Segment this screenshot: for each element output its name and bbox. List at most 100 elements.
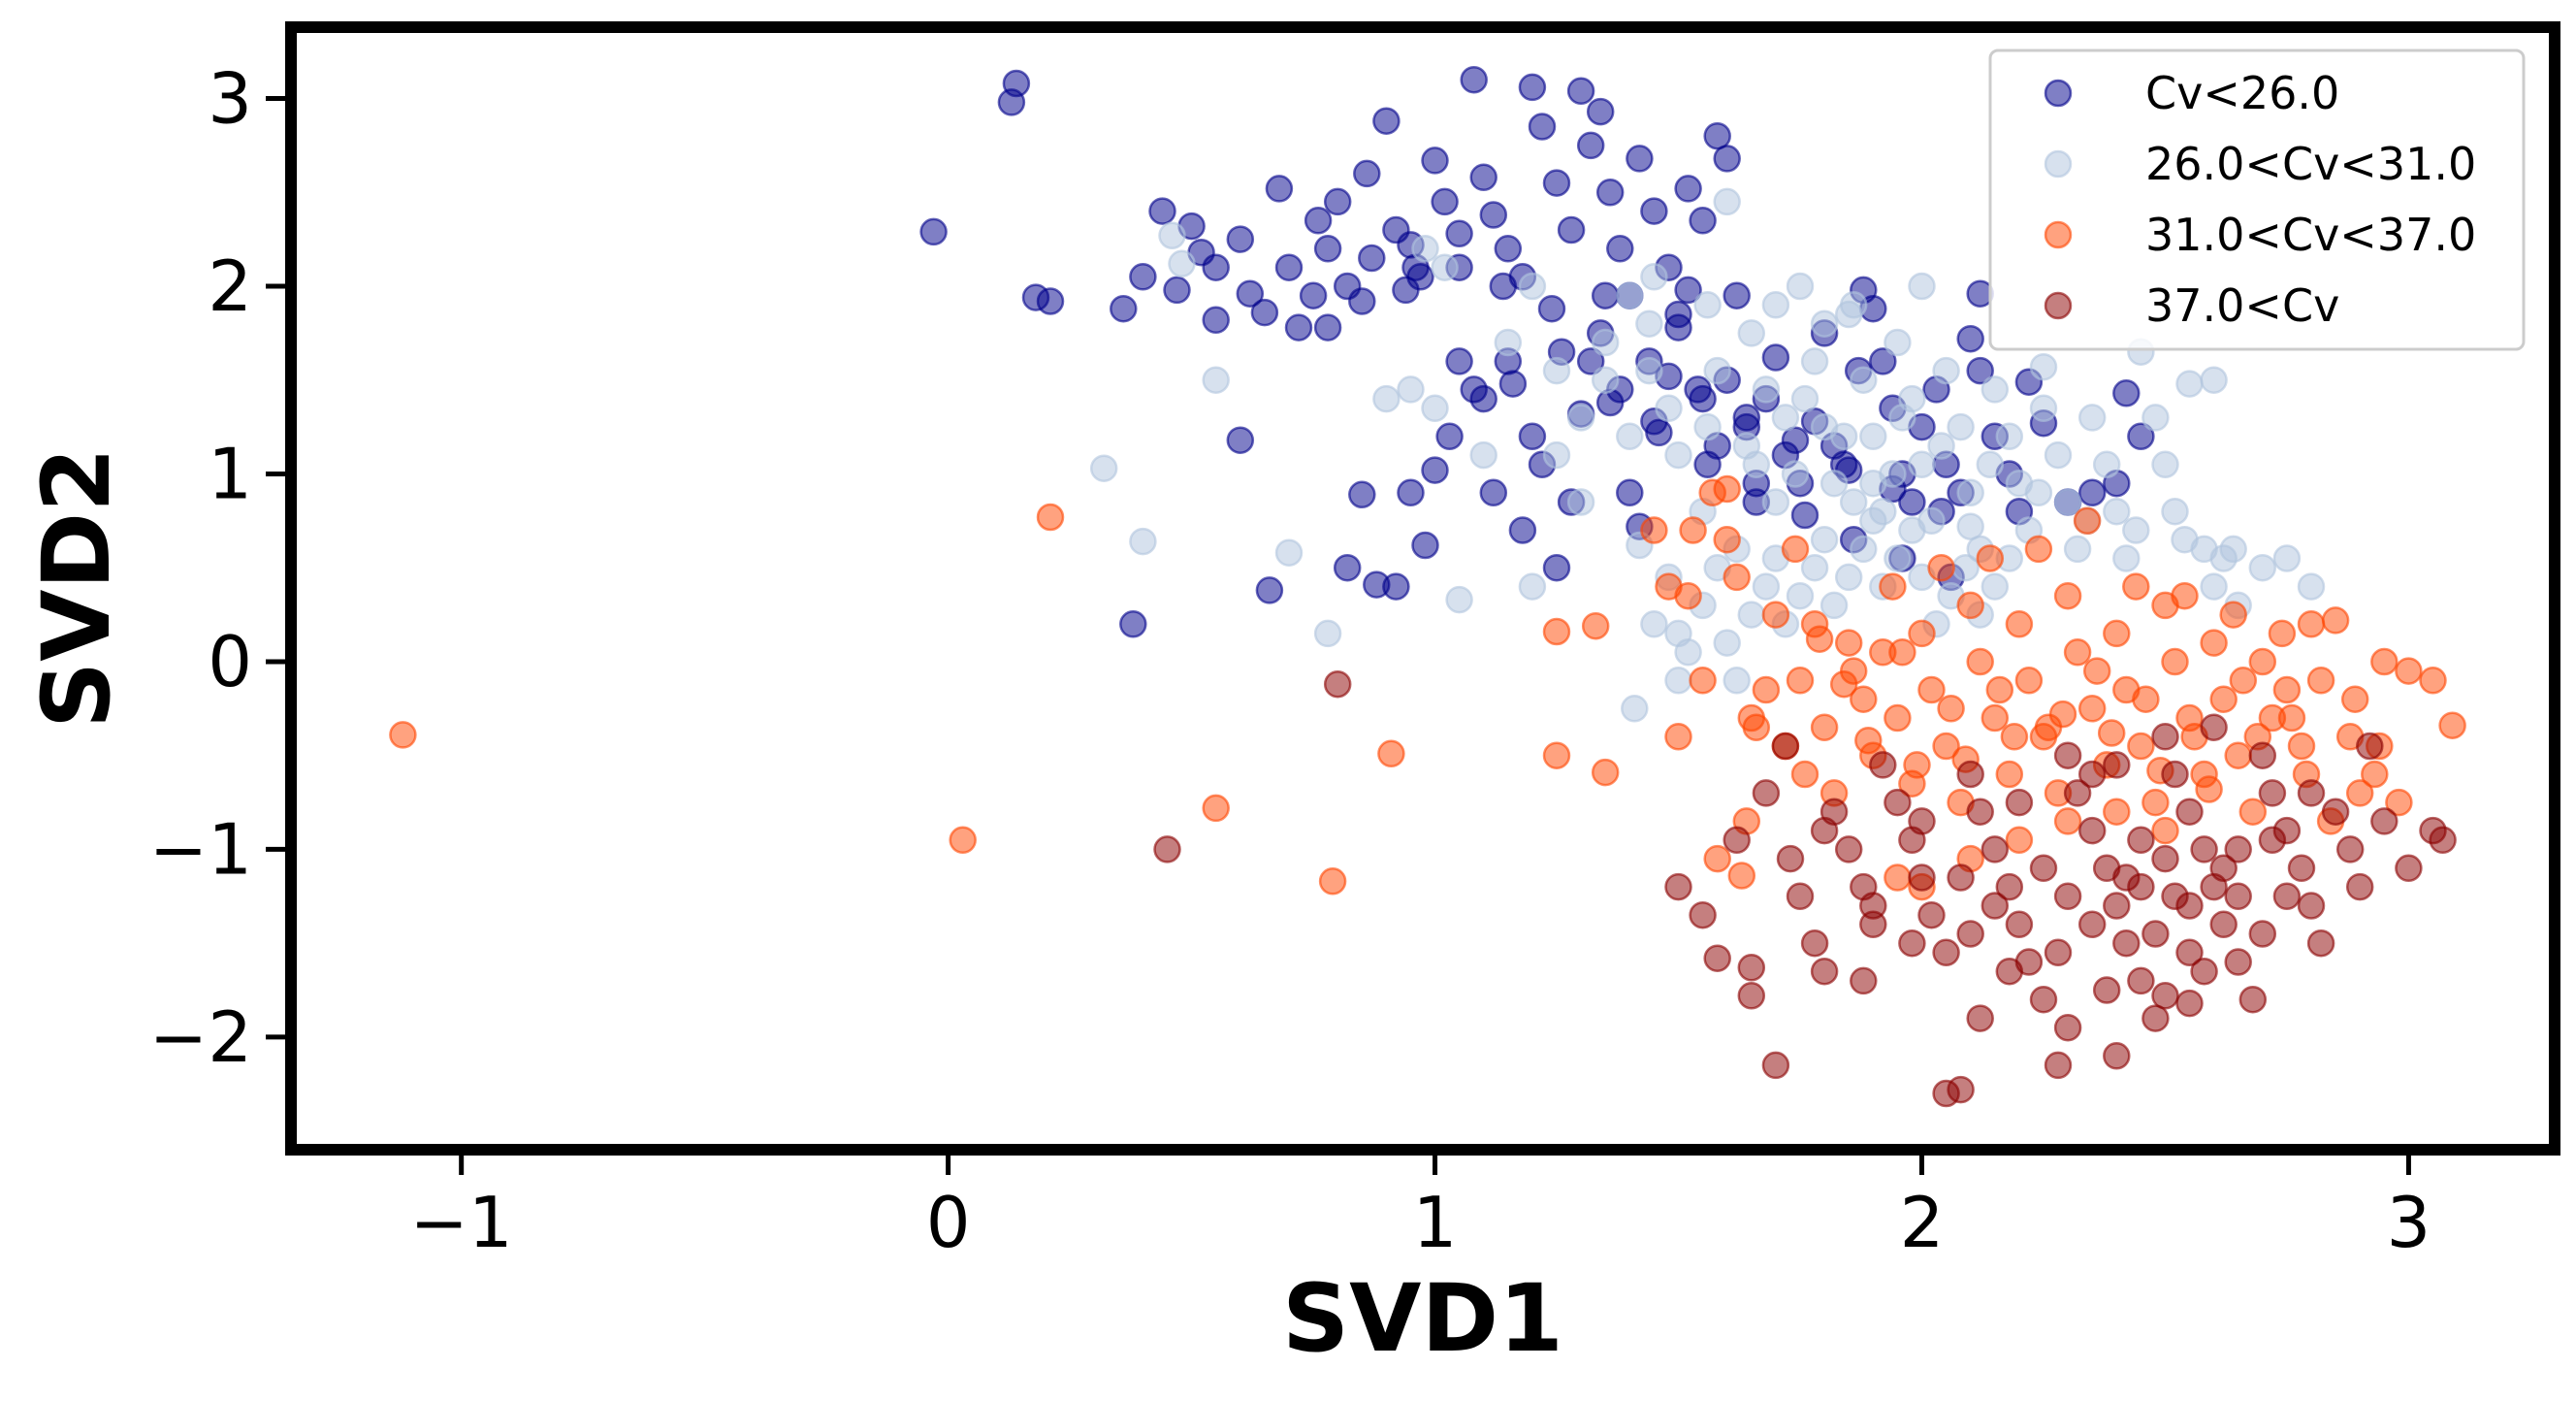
ticks-layer: −1 0 1 2 3 −2 −1 0 1 2 3 [149, 58, 2431, 1263]
data-point [2219, 535, 2247, 564]
data-point [1956, 324, 1984, 353]
data-point [1956, 920, 1984, 948]
data-point [1947, 412, 1975, 441]
data-point [2024, 478, 2053, 507]
data-point [2190, 835, 2218, 863]
data-point [1703, 356, 1731, 385]
data-point [2073, 506, 2102, 536]
x-axis-title: SVD1 [1282, 1264, 1563, 1373]
data-point [2141, 788, 2170, 817]
data-point [1679, 516, 1707, 544]
data-point [1693, 450, 1722, 479]
data-point [2029, 854, 2058, 883]
x-tick-label: 2 [1900, 1182, 1945, 1263]
data-point [1435, 422, 1464, 451]
data-point [1908, 863, 1936, 892]
data-point [1581, 611, 1610, 640]
legend-marker [2044, 291, 2073, 320]
data-point [1980, 835, 2010, 863]
data-point [1908, 619, 1936, 648]
data-point [1980, 703, 2010, 733]
data-point [1274, 538, 1304, 567]
data-point [1542, 553, 1571, 582]
data-point [1713, 525, 1741, 554]
data-point [1323, 669, 1352, 699]
data-point [1761, 1051, 1790, 1080]
data-point [2272, 544, 2302, 572]
data-point [2151, 816, 2179, 845]
data-point [1494, 328, 1523, 357]
data-point [1153, 835, 1181, 863]
legend-marker [2044, 220, 2073, 249]
data-point [1528, 113, 1557, 141]
data-point [1995, 957, 2024, 986]
data-point [2224, 882, 2252, 911]
data-point [1723, 563, 1751, 592]
data-point [2127, 826, 2155, 855]
data-point [1859, 892, 1887, 920]
data-point [2370, 807, 2399, 835]
data-point [1995, 760, 2024, 789]
data-point [1445, 347, 1473, 375]
data-point [2297, 610, 2326, 638]
data-point [1640, 263, 1668, 291]
data-point [1834, 563, 1863, 592]
data-point [1810, 816, 1839, 845]
data-point [1586, 97, 1615, 126]
data-point [2103, 1042, 2131, 1070]
data-point [2268, 619, 2297, 648]
data-point [2053, 1013, 2082, 1042]
data-point [1879, 572, 1907, 601]
data-point [2175, 938, 2204, 967]
data-point [1693, 291, 1722, 319]
data-point [2122, 516, 2150, 544]
data-point [1494, 235, 1523, 263]
data-point [1576, 131, 1605, 160]
data-point [1274, 253, 1304, 281]
data-point [1674, 276, 1702, 305]
data-point [2297, 779, 2326, 807]
legend-label: 37.0<Cv [2145, 279, 2339, 332]
data-point [1869, 751, 1897, 779]
data-point [1202, 794, 1230, 823]
data-point [1445, 585, 1473, 614]
data-point [1566, 77, 1595, 106]
data-point [1674, 638, 1702, 667]
data-point [1469, 440, 1497, 470]
data-point [1616, 281, 1644, 310]
data-point [1635, 310, 1663, 338]
data-point [1800, 347, 1829, 375]
data-point [1995, 422, 2024, 451]
y-tick-label: −2 [149, 996, 252, 1078]
data-point [1927, 432, 1955, 460]
data-point [1932, 938, 1960, 967]
data-point [2258, 826, 2287, 855]
data-point [1884, 788, 1912, 817]
data-point [1805, 625, 1834, 653]
data-point [1727, 862, 1756, 890]
data-point [2419, 667, 2447, 695]
data-point [2370, 647, 2399, 676]
data-point [1917, 900, 1946, 929]
data-point [2112, 863, 2141, 892]
data-point [1839, 488, 1868, 516]
data-point [1976, 450, 2005, 479]
data-point [1460, 65, 1488, 94]
data-point [1956, 478, 1984, 507]
data-point [2277, 703, 2306, 733]
data-point [2103, 751, 2131, 779]
data-point [1250, 298, 1279, 327]
data-point [1884, 863, 1912, 892]
data-point [1421, 147, 1449, 175]
data-point [1392, 276, 1420, 305]
data-point [1431, 187, 1459, 216]
data-point [2048, 700, 2077, 729]
data-point [1810, 525, 1839, 554]
data-point [1372, 384, 1401, 413]
data-point [1742, 450, 1771, 479]
data-point [2395, 854, 2423, 883]
data-point [1771, 404, 1800, 432]
data-point [1908, 272, 1936, 301]
data-point [2175, 370, 2204, 398]
